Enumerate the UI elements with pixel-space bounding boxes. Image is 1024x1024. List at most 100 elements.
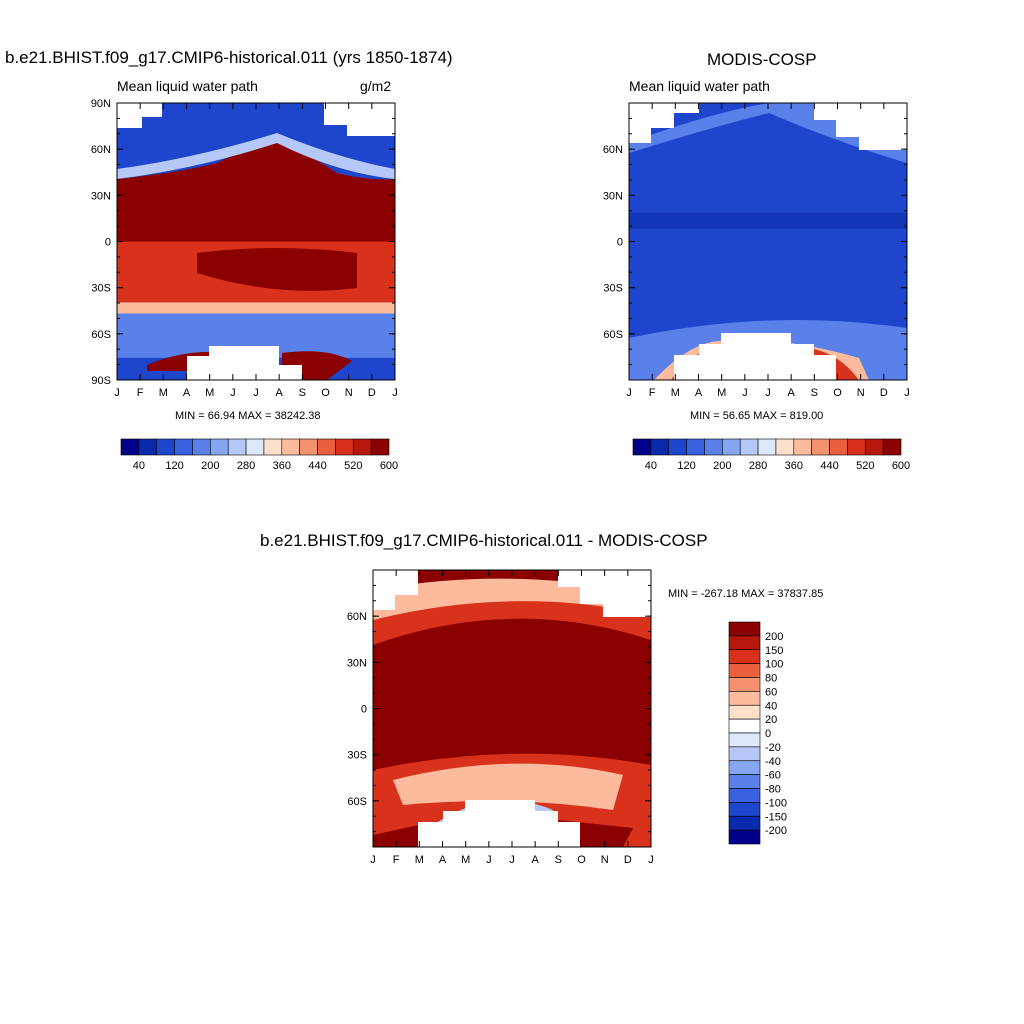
colorbar-label: 150 [765, 645, 783, 657]
panel2-subtitle: Mean liquid water path [629, 78, 770, 94]
y-tick-label: 30N [603, 190, 623, 202]
colorbar-swatch [728, 704, 761, 720]
x-tick-label: M [159, 387, 168, 399]
colorbar-label: -200 [765, 825, 787, 837]
colorbar-swatch [722, 438, 741, 456]
field-missing-arctic-right [558, 570, 651, 617]
x-tick-label: N [601, 854, 609, 866]
x-tick-label: J [486, 854, 492, 866]
colorbar-swatch [728, 663, 761, 678]
field-missing-arctic-right [324, 103, 395, 136]
x-tick-label: O [577, 854, 586, 866]
colorbar-label: 100 [765, 659, 783, 671]
colorbar-swatch [650, 438, 670, 456]
colorbar-label: 120 [165, 460, 183, 472]
colorbar-label: 40 [765, 700, 777, 712]
colorbar-swatch [227, 438, 247, 456]
panel3-field [373, 570, 651, 847]
y-tick-label: 30N [347, 657, 367, 669]
y-tick-label: 90N [91, 98, 111, 110]
field-missing-arctic-right [814, 103, 907, 150]
colorbar-swatch [882, 438, 902, 456]
panel2-axes: J F M A M J J A S O N D J 60N 30N 0 30S 60S [603, 102, 910, 399]
x-tick-label: J [648, 854, 654, 866]
colorbar-swatch [686, 438, 705, 456]
y-tick-label: 60S [347, 796, 367, 808]
colorbar-label: 600 [892, 460, 910, 472]
colorbar-label: -100 [765, 797, 787, 809]
colorbar-swatch [704, 438, 723, 456]
y-tick-label: 0 [361, 704, 367, 716]
colorbar-label: 600 [380, 460, 398, 472]
colorbar-swatch [728, 788, 761, 803]
panel1-colorbar: 40 120 200 280 360 440 520 600 [120, 438, 398, 472]
y-tick-label: 60S [603, 329, 623, 341]
field-south-light [393, 763, 623, 810]
x-tick-label: M [415, 854, 424, 866]
colorbar-swatch [728, 760, 761, 775]
field-missing-arctic-left [373, 570, 418, 610]
colorbar-swatch [352, 438, 372, 456]
field-missing-antarctic [187, 346, 302, 380]
colorbar-label: 80 [765, 673, 777, 685]
colorbar-swatch [370, 438, 390, 456]
x-tick-label: N [345, 387, 353, 399]
panel3-title: b.e21.BHIST.f09_g17.CMIP6-historical.011… [260, 531, 708, 550]
field-antarctic-left [373, 825, 418, 847]
x-tick-label: J [253, 387, 259, 399]
y-tick-label: 30N [91, 190, 111, 202]
x-tick-label: F [137, 387, 144, 399]
field-edge-light [117, 133, 395, 179]
x-tick-label: S [811, 387, 818, 399]
panel1-units: g/m2 [360, 78, 392, 94]
x-tick-label: F [393, 854, 400, 866]
x-tick-label: J [765, 387, 771, 399]
colorbar-swatch [335, 438, 354, 456]
panel1-field [117, 103, 395, 380]
colorbar-swatch [728, 774, 761, 789]
x-tick-label: J [114, 387, 120, 399]
colorbar-label: 440 [308, 460, 326, 472]
colorbar-label: 20 [765, 714, 777, 726]
x-tick-label: O [833, 387, 842, 399]
x-tick-label: S [299, 387, 306, 399]
y-tick-label: 30S [347, 750, 367, 762]
panel2-colorbar: 40 120 200 280 360 440 520 600 [632, 438, 910, 472]
colorbar-label: 280 [237, 460, 255, 472]
field-band-itcz [629, 213, 907, 229]
x-tick-label: J [392, 387, 398, 399]
colorbar-swatch [192, 438, 211, 456]
colorbar-swatch [739, 438, 759, 456]
colorbar-swatch [668, 438, 687, 456]
colorbar-label: 200 [713, 460, 731, 472]
colorbar-label: 200 [201, 460, 219, 472]
y-tick-label: 60N [347, 611, 367, 623]
x-tick-label: M [717, 387, 726, 399]
colorbar-swatch [728, 635, 761, 651]
panel1-axes: J F M A M J J A S O N D J 90N 60N 30N 0 30S 60S 90S [91, 98, 398, 399]
y-tick-label: 0 [105, 237, 111, 249]
x-tick-label: D [624, 854, 632, 866]
y-tick-label: 60N [91, 144, 111, 156]
colorbar-label: 440 [820, 460, 838, 472]
colorbar-swatch [728, 815, 761, 831]
colorbar-swatch [281, 438, 300, 456]
colorbar-swatch [728, 746, 761, 762]
y-tick-label: 30S [603, 283, 623, 295]
colorbar-label: -150 [765, 811, 787, 823]
field-missing-arctic-left [629, 103, 699, 143]
x-tick-label: A [439, 854, 447, 866]
field-band-light [117, 302, 395, 315]
colorbar-label: 60 [765, 686, 777, 698]
y-tick-label: 30S [91, 283, 111, 295]
colorbar-swatch [210, 438, 229, 456]
x-tick-label: J [904, 387, 910, 399]
x-tick-label: J [370, 854, 376, 866]
colorbar-swatch [775, 438, 795, 456]
colorbar-swatch [728, 802, 761, 817]
colorbar-swatch [174, 438, 193, 456]
y-tick-label: 0 [617, 237, 623, 249]
colorbar-swatch [728, 691, 761, 706]
colorbar-swatch [728, 718, 761, 734]
